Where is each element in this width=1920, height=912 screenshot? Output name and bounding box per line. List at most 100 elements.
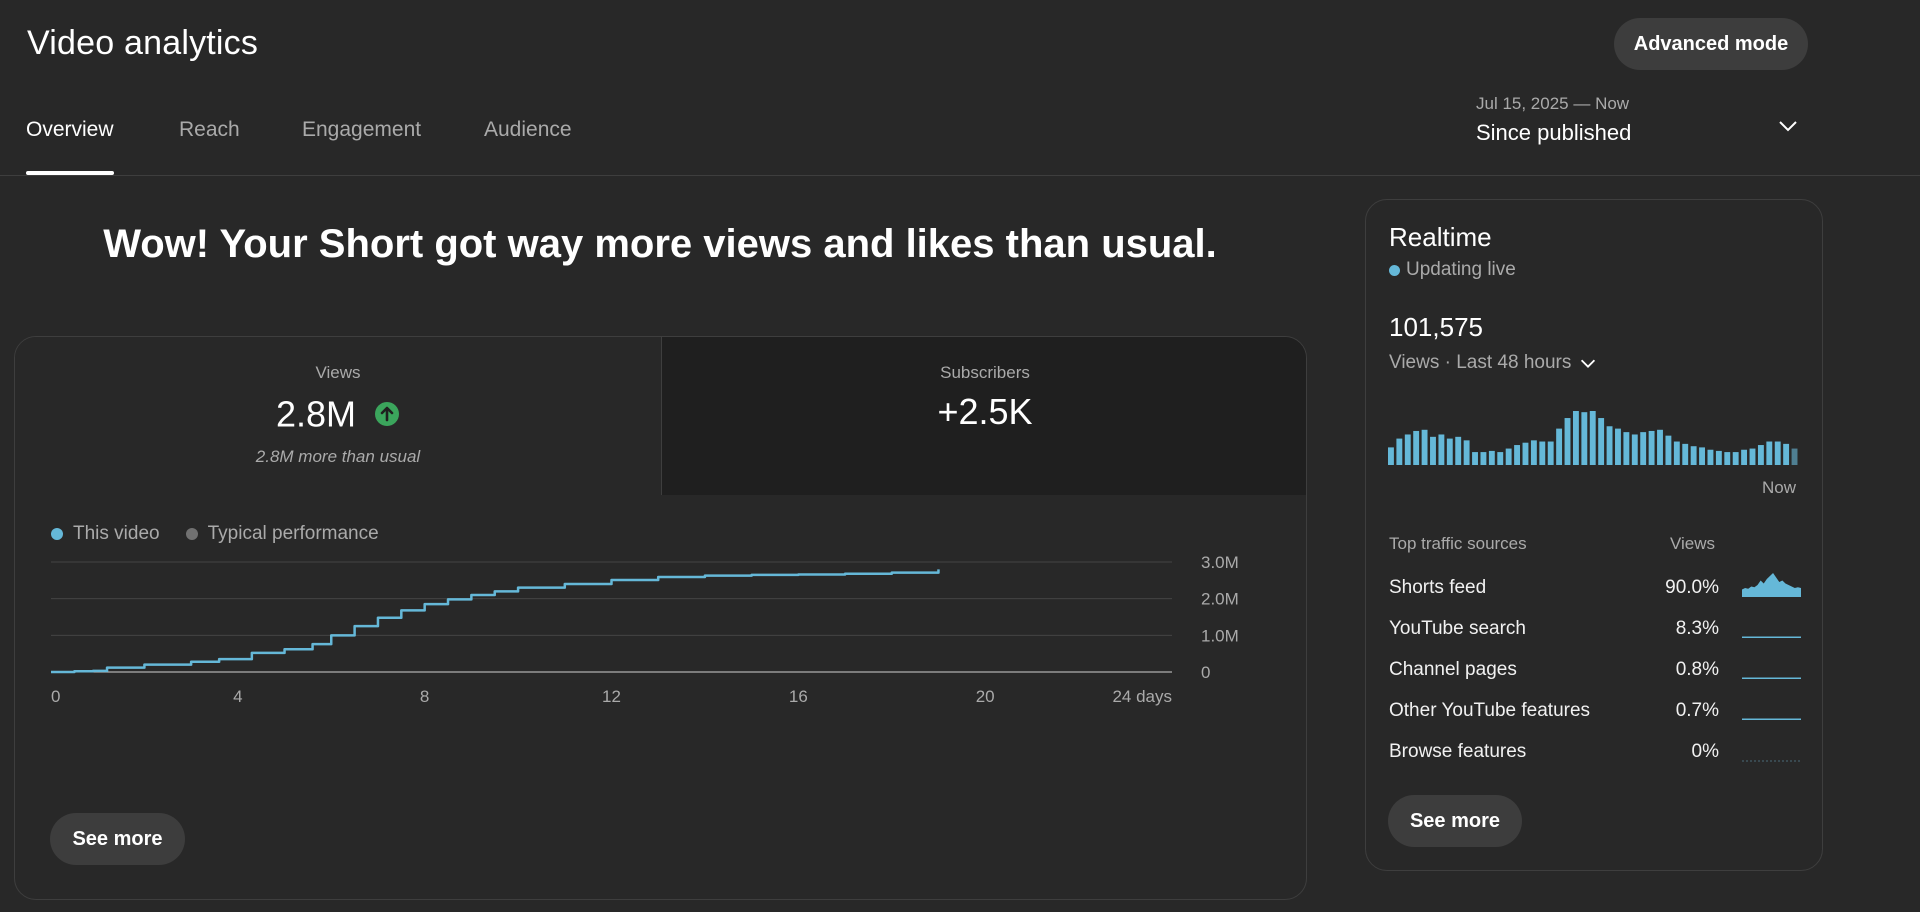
headline-message: Wow! Your Short got way more views and l…: [103, 222, 1217, 266]
overview-card: Views 2.8M 2.8M more than usual Subscrib…: [14, 336, 1307, 900]
traffic-row[interactable]: YouTube search 8.3%: [1389, 618, 1801, 644]
tab-overview[interactable]: Overview: [26, 118, 114, 141]
series-line-this-video: [51, 569, 940, 674]
realtime-bar: [1766, 441, 1773, 465]
traffic-row[interactable]: Channel pages 0.8%: [1389, 659, 1801, 685]
traffic-row[interactable]: Shorts feed 90.0%: [1389, 573, 1801, 603]
realtime-bar: [1665, 435, 1672, 465]
traffic-source-pct: 0.7%: [1675, 700, 1719, 721]
header-divider: [0, 175, 1920, 176]
traffic-sparkline: [1742, 573, 1801, 597]
realtime-bar: [1539, 441, 1546, 465]
metric-views-note: 2.8M more than usual: [255, 447, 421, 466]
realtime-bar: [1640, 432, 1647, 465]
legend-dot: [185, 528, 198, 540]
realtime-bar: [1556, 428, 1563, 465]
arrow-up-circle-icon: [375, 402, 400, 427]
realtime-period-selector[interactable]: Views · Last 48 hours: [1389, 352, 1599, 374]
realtime-bar: [1396, 438, 1403, 465]
traffic-source-name: YouTube search: [1389, 618, 1526, 639]
realtime-bar: [1615, 428, 1621, 465]
x-tick-label: 4: [233, 687, 242, 706]
date-range-dates: Jul 15, 2025 — Now: [1476, 94, 1630, 113]
realtime-bar: [1741, 449, 1748, 465]
x-tick-label: 24 days: [1112, 687, 1172, 706]
metric-subscribers-value: +2.5K: [937, 391, 1033, 432]
realtime-bar: [1472, 452, 1478, 465]
traffic-source-pct: 0.8%: [1675, 659, 1719, 680]
chart-legend: This video Typical performance: [51, 522, 405, 546]
realtime-title: Realtime: [1389, 222, 1492, 252]
active-tab-indicator: [26, 171, 114, 175]
live-dot: [1389, 264, 1400, 276]
traffic-sources-header: Top traffic sources: [1389, 534, 1527, 553]
realtime-see-more-button[interactable]: See more: [1388, 795, 1522, 847]
traffic-row[interactable]: Other YouTube features 0.7%: [1389, 700, 1801, 726]
metric-subscribers[interactable]: Subscribers +2.5K: [661, 337, 1306, 495]
realtime-bar: [1682, 443, 1689, 465]
legend-label: This video: [73, 523, 160, 544]
date-range-selector[interactable]: Jul 15, 2025 — Now Since published: [1476, 92, 1814, 154]
traffic-sparkline: [1742, 760, 1801, 762]
y-tick-label: 0: [1201, 663, 1210, 682]
realtime-bar: [1724, 452, 1731, 465]
realtime-bar: [1438, 434, 1445, 465]
realtime-bar: [1715, 450, 1722, 465]
realtime-bar: [1463, 440, 1470, 465]
realtime-bar: [1564, 418, 1571, 465]
page-title: Video analytics: [27, 24, 259, 62]
traffic-source-pct: 90.0%: [1665, 577, 1719, 598]
x-tick-label: 0: [51, 687, 60, 706]
legend-label: Typical performance: [207, 523, 379, 544]
realtime-bar: [1572, 411, 1579, 465]
realtime-bar: [1430, 436, 1436, 465]
traffic-row[interactable]: Browse features 0%: [1389, 741, 1801, 767]
realtime-bar: [1455, 436, 1462, 465]
realtime-now-label: Now: [1762, 478, 1797, 497]
tab-bar: Overview Reach Engagement Audience: [0, 118, 1920, 176]
realtime-bar-chart[interactable]: [1388, 405, 1800, 465]
realtime-bar: [1547, 441, 1554, 465]
see-more-button[interactable]: See more: [50, 813, 185, 865]
realtime-bar: [1404, 434, 1411, 465]
traffic-source-pct: 0%: [1691, 741, 1719, 762]
chevron-down-icon: [1779, 121, 1797, 132]
y-tick-label: 2.0M: [1201, 590, 1239, 609]
tab-audience[interactable]: Audience: [484, 118, 572, 141]
date-range-label: Since published: [1476, 120, 1632, 145]
views-line-chart[interactable]: 0 1.0M 2.0M 3.0M 0 4 8 12 16 20 24 days: [15, 547, 1307, 817]
realtime-bar: [1690, 446, 1697, 465]
realtime-bar: [1757, 445, 1764, 465]
realtime-bar: [1699, 447, 1705, 465]
realtime-bar: [1774, 441, 1781, 465]
realtime-bar: [1783, 443, 1790, 465]
realtime-bar: [1421, 429, 1428, 465]
realtime-bar: [1589, 411, 1596, 465]
realtime-bar: [1648, 430, 1655, 465]
realtime-bar: [1791, 448, 1798, 465]
metric-views[interactable]: Views 2.8M 2.8M more than usual: [15, 337, 661, 495]
traffic-source-name: Browse features: [1389, 741, 1527, 762]
x-tick-label: 8: [420, 687, 429, 706]
realtime-bar: [1446, 438, 1453, 465]
y-tick-label: 1.0M: [1201, 626, 1239, 645]
realtime-bar: [1673, 441, 1680, 465]
legend-dot: [51, 528, 63, 540]
advanced-mode-button[interactable]: Advanced mode: [1614, 18, 1808, 70]
traffic-source-pct: 8.3%: [1675, 618, 1719, 639]
metric-subscribers-label: Subscribers: [940, 363, 1030, 382]
traffic-source-name: Channel pages: [1389, 659, 1517, 680]
tab-engagement[interactable]: Engagement: [302, 118, 422, 141]
realtime-bar: [1581, 412, 1588, 465]
realtime-count: 101,575: [1389, 312, 1483, 342]
y-tick-label: 3.0M: [1201, 553, 1239, 572]
legend-item-typical: Typical performance: [185, 523, 379, 545]
realtime-bar: [1497, 452, 1504, 465]
realtime-bar: [1732, 452, 1739, 465]
realtime-status: Updating live: [1389, 259, 1516, 281]
realtime-bar: [1522, 442, 1529, 465]
tab-reach[interactable]: Reach: [179, 118, 240, 141]
metric-views-value: 2.8M: [275, 393, 357, 435]
realtime-bar: [1707, 449, 1714, 465]
traffic-source-name: Shorts feed: [1389, 577, 1487, 598]
